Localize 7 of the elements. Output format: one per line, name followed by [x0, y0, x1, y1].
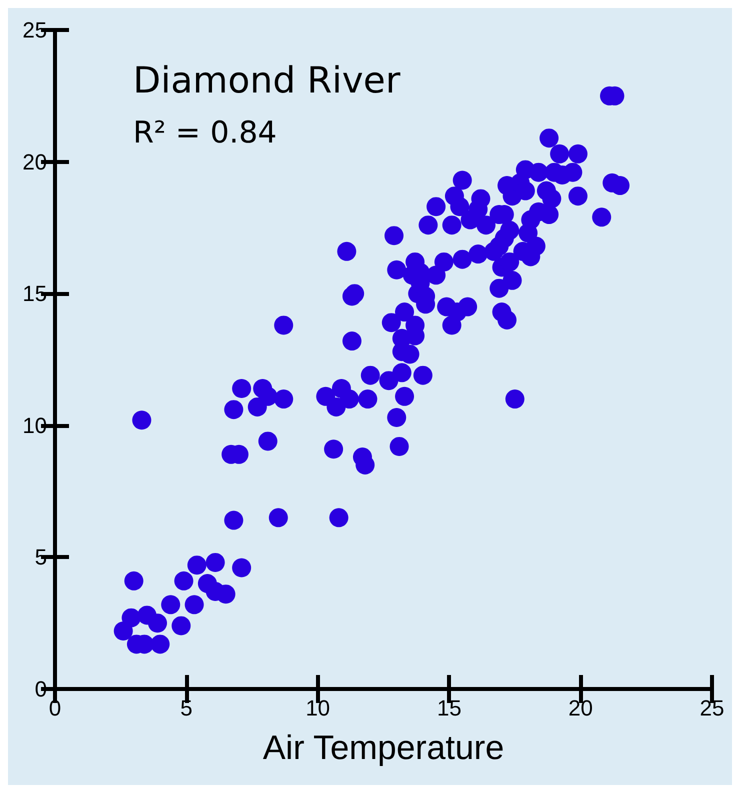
- x-tick-label: 10: [306, 696, 330, 720]
- x-axis-title: Air Temperature: [262, 729, 504, 767]
- annotation: R² = 0.84: [133, 116, 277, 150]
- x-tick-label: 20: [568, 696, 593, 720]
- x-tick-label: 15: [436, 696, 462, 720]
- annotation: Diamond River: [133, 60, 400, 102]
- x-tick-label: 25: [700, 696, 724, 720]
